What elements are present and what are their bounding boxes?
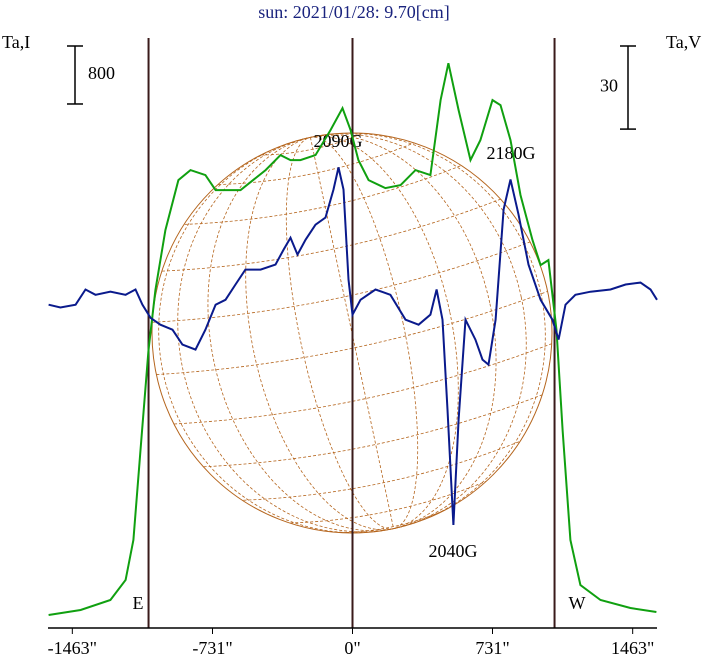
x-tick-label: 731" [475,638,509,658]
scale-label: 30 [600,76,618,96]
series-line [48,167,658,526]
annotation: W [569,593,586,613]
x-tick-label: 1463" [611,638,654,658]
y-axis-label: Ta,I [2,32,30,52]
annotation: 2180G [487,143,536,163]
series-line [48,62,657,616]
chart-title: sun: 2021/01/28: 9.70[cm] [258,2,450,22]
x-tick-label: 0" [344,638,360,658]
x-tick-label: -731" [192,638,232,658]
y2-axis-label: Ta,V [666,32,701,52]
annotation: 2040G [429,541,478,561]
annotation: E [133,593,144,613]
scale-label: 800 [88,63,115,83]
x-tick-label: -1463" [48,638,97,658]
